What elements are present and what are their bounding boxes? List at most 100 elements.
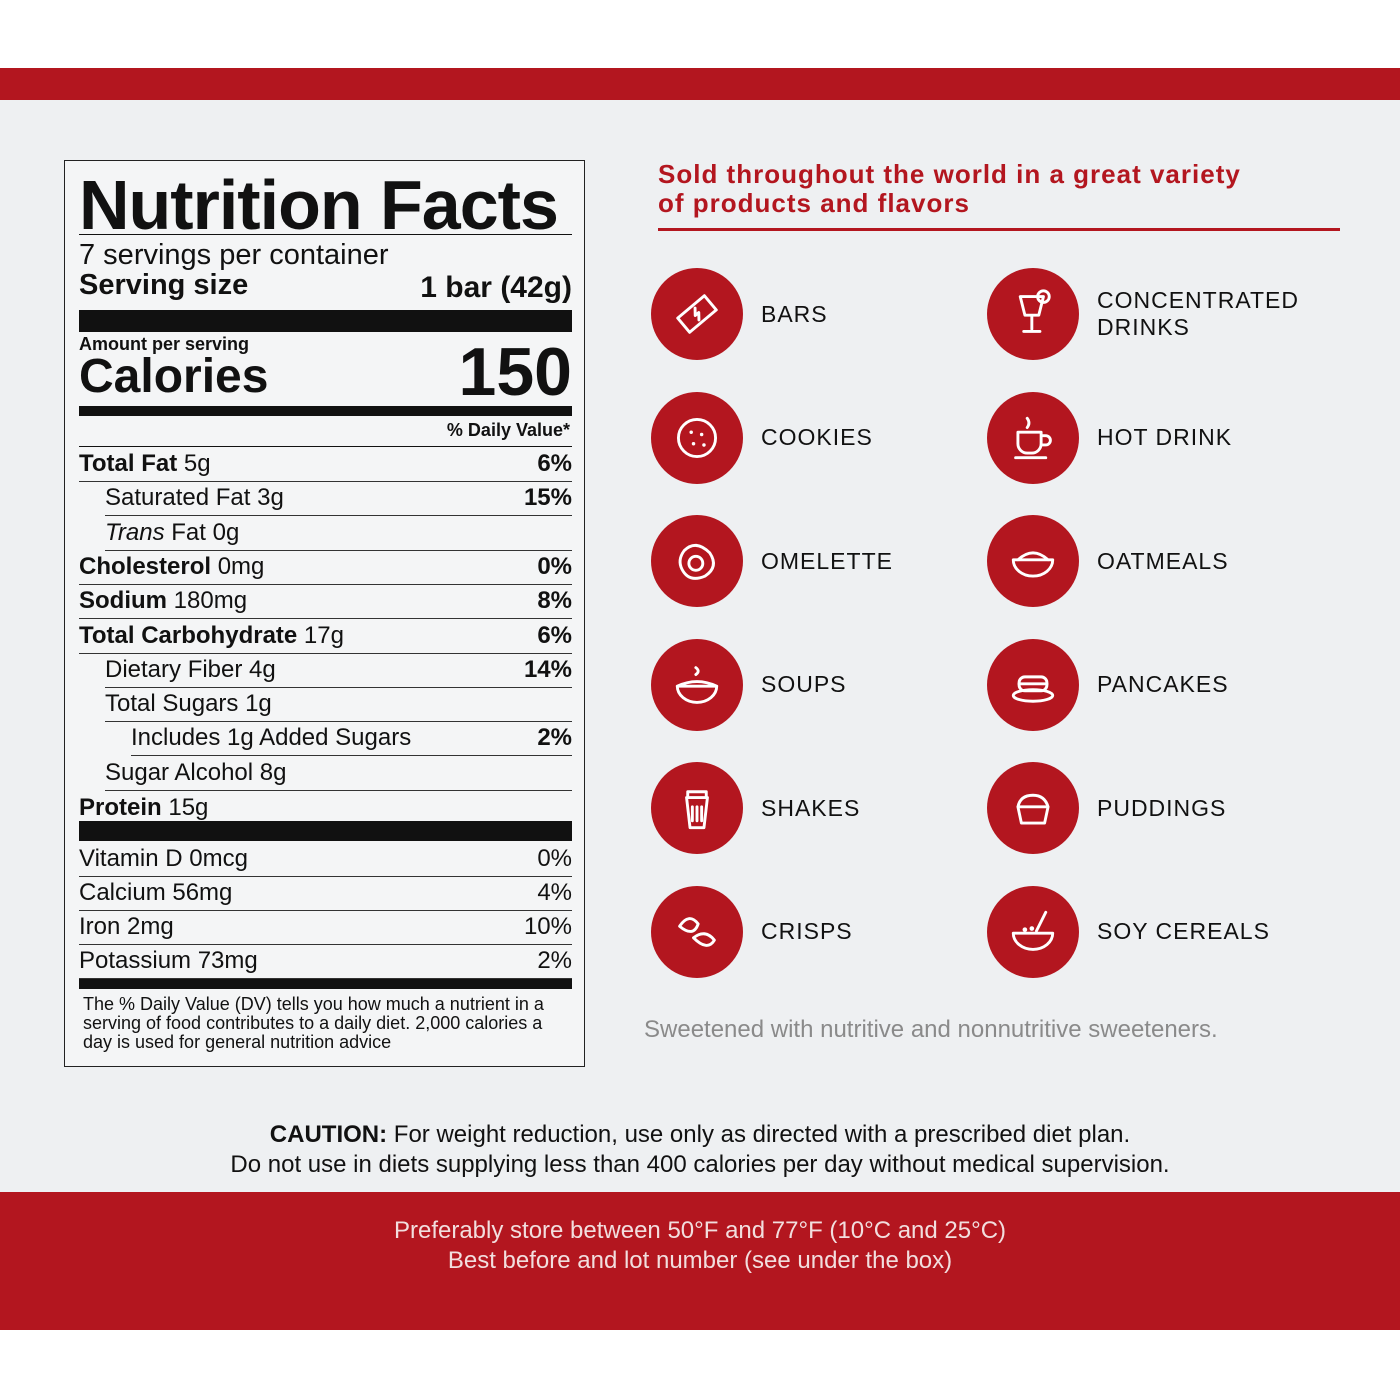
vitamin-row: Potassium 73mg 2%: [79, 945, 572, 979]
product-label: PANCAKES: [1097, 671, 1229, 697]
coffee-cup-icon: [987, 391, 1079, 484]
daily-value: 8%: [537, 587, 572, 615]
nutrient-row: Total Carbohydrate 17g 6%: [79, 620, 572, 654]
cereal-bowl-icon: [987, 885, 1079, 978]
product-label: OATMEALS: [1097, 547, 1229, 574]
vitamin-name: Potassium 73mg: [79, 947, 258, 974]
vitamin-row: Vitamin D 0mcg 0%: [79, 843, 572, 877]
nutrient-row: Trans Fat 0g: [105, 517, 572, 551]
nutrient-name: Includes 1g Added Sugars: [131, 724, 412, 752]
amount-per-serving: Amount per serving: [79, 334, 250, 354]
product-item: CONCENTRATED DRINKS: [987, 268, 1317, 360]
product-label: PUDDINGS: [1097, 794, 1227, 821]
nutrient-row: Cholesterol 0mg 0%: [79, 551, 572, 585]
vitamin-row: Calcium 56mg 4%: [79, 877, 572, 911]
storage-line-1: Preferably store between 50°F and 77°F (…: [393, 1217, 1007, 1244]
caution-label: CAUTION:: [269, 1121, 388, 1148]
nutrient-row: Saturated Fat 3g 15%: [105, 482, 572, 517]
product-item: PANCAKES: [987, 638, 1317, 731]
product-item: CRISPS: [651, 885, 981, 978]
storage-line-2: Best before and lot number (see under th…: [447, 1247, 953, 1274]
nutrient-name: Trans Fat 0g: [105, 518, 240, 546]
product-label: BARS: [761, 300, 828, 327]
oatmeal-bowl-icon: [987, 515, 1079, 607]
shaker-icon: [651, 762, 743, 854]
storage-text: Preferably store between 50°F and 77°F (…: [0, 1216, 1400, 1276]
nutrient-name: Total Sugars 1g: [105, 690, 272, 718]
product-label: OMELETTE: [761, 547, 893, 574]
vitamin-name: Calcium 56mg: [79, 879, 233, 906]
serving-size-value: 1 bar (42g): [420, 271, 572, 304]
nutrient-row: Total Fat 5g 6%: [79, 448, 572, 482]
product-label: CRISPS: [761, 918, 853, 944]
serving-size-label: Serving size: [79, 269, 249, 301]
nutrient-row: Sugar Alcohol 8g: [105, 757, 572, 791]
nutrient-name: Cholesterol 0mg: [79, 552, 265, 580]
thick-divider: [79, 406, 572, 416]
footnote: The % Daily Value (DV) tells you how muc…: [83, 994, 544, 1052]
nutrient-name: Total Fat 5g: [79, 450, 211, 477]
product-item: BARS: [651, 268, 981, 360]
cocktail-icon: [987, 268, 1079, 360]
calories-value: 150: [458, 334, 572, 410]
daily-value: 2%: [537, 724, 572, 752]
daily-value: 6%: [537, 450, 572, 477]
nutrient-row: Includes 1g Added Sugars 2%: [131, 722, 572, 757]
product-item: HOT DRINK: [987, 391, 1317, 484]
nutrition-title: Nutrition Facts: [79, 166, 559, 244]
product-item: COOKIES: [651, 391, 981, 484]
daily-value: 4%: [537, 879, 572, 906]
thick-divider: [79, 310, 572, 332]
caution-text: CAUTION: For weight reduction, use only …: [0, 1120, 1400, 1180]
products-heading: Sold throughout the world in a great var…: [658, 160, 1241, 218]
nutrient-row: Total Sugars 1g: [105, 688, 572, 723]
nutrient-name: Sugar Alcohol 8g: [105, 758, 287, 786]
nutrient-name: Sodium 180mg: [79, 587, 248, 615]
nutrient-name: Protein 15g: [79, 794, 209, 821]
pancakes-icon: [987, 638, 1079, 731]
product-item: SOY CEREALS: [987, 885, 1317, 978]
nutrient-row: Protein 15g: [79, 791, 572, 825]
pudding-icon: [987, 762, 1079, 854]
product-item: OMELETTE: [651, 515, 981, 607]
top-red-band: [0, 68, 1400, 100]
product-label: SOUPS: [761, 671, 847, 697]
servings-per-container: 7 servings per container: [79, 239, 389, 271]
thick-divider: [79, 979, 572, 989]
daily-value: 6%: [537, 621, 572, 649]
heading-line-2: of products and flavors: [658, 188, 970, 218]
heading-rule: [658, 228, 1340, 231]
caution-line-1: For weight reduction, use only as direct…: [387, 1121, 1131, 1148]
calories-label: Calories: [79, 350, 269, 403]
product-label: SOY CEREALS: [1097, 918, 1270, 944]
crisps-icon: [651, 885, 743, 978]
daily-value: 2%: [537, 947, 572, 974]
vitamin-name: Vitamin D 0mcg: [79, 845, 248, 872]
daily-value: 15%: [523, 484, 572, 512]
product-label: HOT DRINK: [1097, 424, 1233, 450]
heading-line-1: Sold throughout the world in a great var…: [658, 159, 1241, 189]
soup-bowl-icon: [651, 638, 743, 731]
daily-value: 10%: [523, 913, 572, 940]
sweetener-note: Sweetened with nutritive and nonnutritiv…: [644, 1016, 1218, 1043]
vitamin-name: Iron 2mg: [79, 913, 174, 940]
caution-line-2: Do not use in diets supplying less than …: [230, 1151, 1170, 1178]
vitamin-row: Iron 2mg 10%: [79, 911, 572, 945]
product-item: PUDDINGS: [987, 762, 1317, 854]
nutrient-row: Sodium 180mg 8%: [79, 585, 572, 620]
thick-divider: [79, 821, 572, 841]
product-label: SHAKES: [761, 794, 861, 821]
product-item: SOUPS: [651, 638, 981, 731]
nutrient-name: Saturated Fat 3g: [105, 484, 284, 512]
bar-icon: [651, 268, 743, 360]
product-item: SHAKES: [651, 762, 981, 854]
daily-value: 14%: [523, 655, 572, 683]
nutrient-row: Dietary Fiber 4g 14%: [105, 654, 572, 688]
daily-value-header: % Daily Value*: [446, 420, 570, 440]
nutrient-name: Dietary Fiber 4g: [105, 655, 276, 683]
bottom-red-band: [0, 1192, 1400, 1330]
daily-value: 0%: [537, 845, 572, 872]
cookie-icon: [651, 391, 743, 484]
nutrition-facts-label: Nutrition Facts 7 servings per container…: [64, 160, 585, 1067]
daily-value: 0%: [537, 552, 572, 580]
